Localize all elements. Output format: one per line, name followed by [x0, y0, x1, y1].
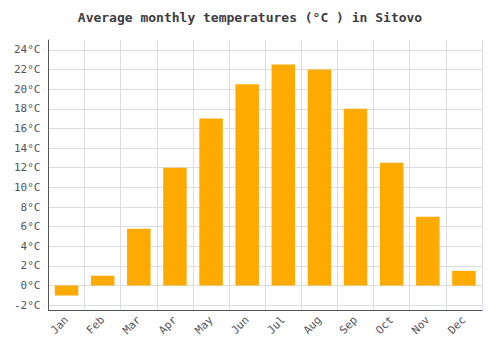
svg-text:Average monthly temperatures (: Average monthly temperatures (°C ) in Si… — [78, 10, 423, 25]
svg-text:Jan: Jan — [48, 314, 71, 337]
svg-text:Apr: Apr — [156, 313, 179, 336]
svg-text:Nov: Nov — [409, 313, 432, 336]
svg-text:10°C: 10°C — [14, 181, 41, 194]
svg-text:Jun: Jun — [229, 314, 252, 337]
svg-text:-2°C: -2°C — [14, 299, 41, 312]
svg-text:Feb: Feb — [84, 314, 107, 337]
svg-text:May: May — [192, 313, 215, 336]
svg-text:2°C: 2°C — [21, 259, 41, 272]
svg-text:16°C: 16°C — [14, 122, 41, 135]
svg-text:24°C: 24°C — [14, 43, 41, 56]
svg-text:Aug: Aug — [301, 314, 324, 337]
svg-text:22°C: 22°C — [14, 63, 41, 76]
svg-text:20°C: 20°C — [14, 83, 41, 96]
svg-text:Mar: Mar — [120, 313, 143, 336]
svg-text:12°C: 12°C — [14, 161, 41, 174]
svg-text:Dec: Dec — [445, 314, 468, 337]
svg-text:14°C: 14°C — [14, 142, 41, 155]
svg-text:6°C: 6°C — [21, 220, 41, 233]
svg-text:Oct: Oct — [373, 314, 396, 337]
svg-text:4°C: 4°C — [21, 240, 41, 253]
svg-text:0°C: 0°C — [21, 279, 41, 292]
svg-text:8°C: 8°C — [21, 201, 41, 214]
svg-text:Sep: Sep — [337, 314, 360, 337]
svg-text:18°C: 18°C — [14, 102, 41, 115]
svg-text:Jul: Jul — [265, 314, 288, 337]
